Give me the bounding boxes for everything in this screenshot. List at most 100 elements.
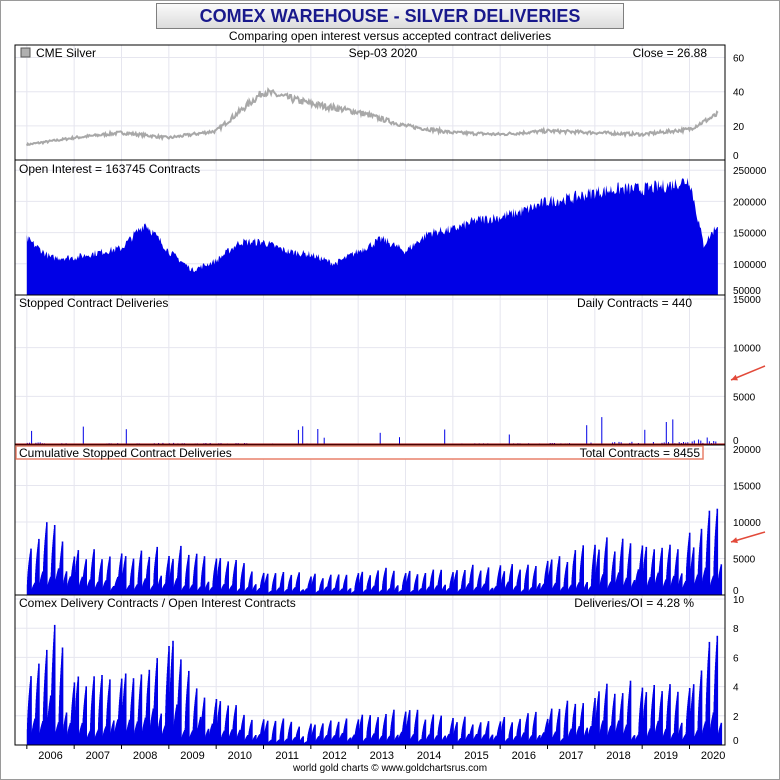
- cumulative-delivery-bar: [255, 584, 257, 595]
- delivery-ratio-bar: [188, 670, 190, 745]
- cumulative-delivery-bar: [598, 549, 600, 595]
- cumulative-delivery-bar: [357, 573, 360, 595]
- daily-delivery-bar: [693, 440, 695, 445]
- cumulative-delivery-bar: [558, 556, 561, 595]
- cumulative-delivery-bar: [444, 584, 446, 595]
- cumulative-delivery-bar: [472, 564, 474, 595]
- cumulative-delivery-bar: [85, 559, 87, 595]
- y-tick-label: 5000: [733, 555, 756, 566]
- cumulative-delivery-bar: [266, 573, 269, 595]
- delivery-ratio-bar: [302, 736, 304, 745]
- cumulative-delivery-bar: [464, 570, 466, 595]
- cumulative-delivery-bar: [53, 525, 56, 595]
- y-tick-label: 40: [733, 88, 745, 99]
- cumulative-delivery-bar: [156, 546, 158, 595]
- cumulative-delivery-bar: [432, 569, 435, 595]
- y-tick-label: 0: [733, 736, 739, 747]
- y-tick-label: 10: [733, 595, 745, 606]
- y-tick-label: 0: [733, 436, 739, 447]
- delivery-ratio-bar: [203, 697, 206, 745]
- cumulative-delivery-bar: [479, 570, 482, 595]
- delivery-ratio-bar: [65, 712, 68, 745]
- delivery-ratio-bar: [148, 669, 151, 745]
- cumulative-delivery-bar: [511, 564, 513, 595]
- delivery-ratio-bar: [227, 705, 229, 745]
- cumulative-delivery-bar: [369, 575, 371, 595]
- cumulative-delivery-bar: [160, 575, 162, 595]
- delivery-ratio-bar: [168, 646, 170, 745]
- cumulative-delivery-bar: [251, 571, 253, 595]
- daily-delivery-bar: [601, 417, 603, 445]
- cumulative-delivery-bar: [716, 508, 719, 595]
- cumulative-delivery-bar: [404, 573, 407, 595]
- delivery-ratio-bar: [160, 713, 162, 745]
- y-tick-label: 15000: [733, 295, 761, 306]
- delivery-ratio-bar: [180, 659, 182, 745]
- cumulative-delivery-bar: [487, 567, 490, 595]
- y-tick-label: 50000: [733, 286, 761, 297]
- delivery-ratio-bar: [172, 640, 174, 745]
- cumulative-delivery-bar: [452, 572, 454, 595]
- cumulative-delivery-bar: [708, 510, 711, 595]
- y-tick-label: 4: [733, 683, 739, 694]
- y-tick-label: 20: [733, 122, 745, 133]
- cumulative-delivery-bar: [361, 571, 364, 595]
- cumulative-delivery-bar: [282, 572, 285, 595]
- daily-delivery-bar: [708, 441, 710, 445]
- cumulative-delivery-bar: [310, 576, 312, 595]
- chart-title: COMEX WAREHOUSE - SILVER DELIVERIES: [199, 6, 581, 26]
- cumulative-delivery-bar: [349, 588, 352, 595]
- y-tick-label: 100000: [733, 260, 767, 271]
- cumulative-delivery-bar: [539, 583, 541, 595]
- chart-subtitle: Comparing open interest versus accepted …: [228, 29, 552, 43]
- delivery-ratio-bar: [46, 649, 48, 745]
- daily-delivery-bar: [618, 441, 620, 445]
- daily-delivery-bar: [399, 437, 400, 445]
- cumulative-delivery-bar: [681, 573, 683, 595]
- y-tick-label: 10000: [733, 518, 761, 529]
- cumulative-delivery-bar: [172, 558, 174, 595]
- delivery-ratio-bar: [290, 721, 293, 745]
- cumulative-delivery-bar: [337, 574, 340, 595]
- cumulative-delivery-bar: [397, 585, 399, 595]
- cumulative-delivery-bar: [408, 570, 411, 595]
- cumulative-delivery-bar: [69, 576, 72, 595]
- cumulative-delivery-bar: [574, 550, 577, 595]
- cumulative-delivery-bar: [77, 550, 80, 595]
- cumulative-delivery-bar: [677, 549, 679, 595]
- cumulative-delivery-bar: [46, 522, 48, 595]
- cumulative-delivery-bar: [227, 561, 229, 595]
- daily-delivery-bar: [317, 429, 319, 445]
- y-tick-label: 0: [733, 151, 739, 162]
- y-tick-label: 6: [733, 653, 739, 664]
- cumulative-delivery-bar: [140, 550, 143, 595]
- daily-delivery-bar: [631, 441, 633, 445]
- y-tick-label: 10000: [733, 344, 761, 355]
- cumulative-delivery-bar: [377, 570, 379, 595]
- delivery-ratio-bar: [282, 718, 285, 745]
- y-tick-label: 8: [733, 624, 739, 635]
- cumulative-delivery-bar: [274, 573, 277, 595]
- cumulative-delivery-bar: [65, 571, 68, 595]
- cumulative-delivery-bar: [235, 560, 237, 595]
- cumulative-delivery-bar: [645, 546, 648, 595]
- cumulative-delivery-bar: [61, 541, 64, 595]
- cumulative-delivery-bar: [262, 572, 265, 595]
- daily-delivery-bar: [82, 426, 84, 445]
- delivery-ratio-bar: [124, 673, 127, 745]
- cumulative-delivery-bar: [30, 548, 32, 595]
- delivery-ratio-bar: [243, 714, 245, 745]
- cumulative-delivery-bar: [188, 554, 190, 595]
- cumulative-delivery-bar: [535, 566, 537, 595]
- cumulative-delivery-bar: [440, 569, 442, 595]
- delivery-ratio-bar: [215, 699, 218, 745]
- cumulative-delivery-bar: [594, 544, 596, 595]
- y-tick-label: 15000: [733, 482, 761, 493]
- delivery-ratio-bar: [322, 723, 324, 745]
- cumulative-delivery-bar: [180, 545, 182, 595]
- daily-delivery-bar: [713, 441, 715, 445]
- cumulative-delivery-bar: [614, 551, 616, 595]
- delivery-ratio-bar: [235, 705, 237, 745]
- delivery-ratio-bar: [255, 735, 257, 745]
